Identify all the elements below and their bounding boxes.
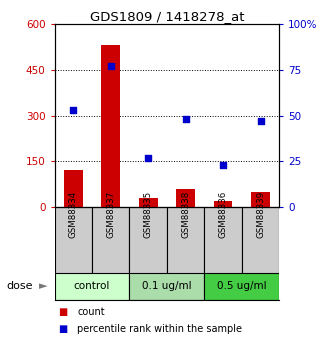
Text: percentile rank within the sample: percentile rank within the sample [77, 325, 242, 334]
Text: GSM88337: GSM88337 [106, 191, 115, 238]
Bar [55, 207, 92, 273]
Text: control: control [74, 282, 110, 291]
Bar [92, 207, 129, 273]
Point [221, 162, 226, 168]
Bar [167, 207, 204, 273]
Text: dose: dose [6, 282, 33, 291]
Text: GSM88334: GSM88334 [69, 191, 78, 238]
Bar [214, 201, 232, 207]
Point [183, 117, 188, 122]
Text: 0.5 ug/ml: 0.5 ug/ml [217, 282, 267, 291]
Text: GSM88339: GSM88339 [256, 191, 265, 238]
Bar [101, 46, 120, 207]
Text: ■: ■ [58, 307, 67, 317]
Bar [242, 207, 279, 273]
Text: 0.1 ug/ml: 0.1 ug/ml [142, 282, 192, 291]
Bar [129, 207, 167, 273]
Bar [204, 273, 279, 300]
Text: GSM88335: GSM88335 [144, 191, 153, 238]
Bar [129, 273, 204, 300]
Text: ►: ► [39, 282, 47, 291]
Bar [176, 189, 195, 207]
Point [108, 63, 113, 69]
Point [146, 155, 151, 160]
Text: ■: ■ [58, 325, 67, 334]
Text: count: count [77, 307, 105, 317]
Bar [251, 192, 270, 207]
Bar [139, 198, 158, 207]
Title: GDS1809 / 1418278_at: GDS1809 / 1418278_at [90, 10, 244, 23]
Bar [204, 207, 242, 273]
Bar [64, 170, 83, 207]
Point [71, 107, 76, 113]
Text: GSM88338: GSM88338 [181, 191, 190, 238]
Text: GSM88336: GSM88336 [219, 191, 228, 238]
Bar [55, 273, 129, 300]
Point [258, 118, 263, 124]
